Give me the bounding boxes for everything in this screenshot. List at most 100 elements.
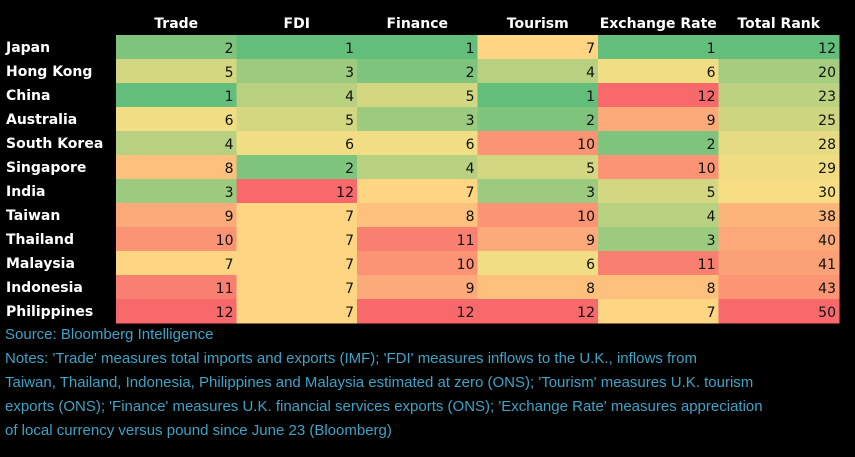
cell-philippines-tourism <box>477 299 599 324</box>
notes-line-1: Notes: 'Trade' measures total imports an… <box>5 350 697 367</box>
row-label-indonesia: Indonesia <box>6 280 83 296</box>
cell-value-malaysia-fdi: 7 <box>345 257 354 273</box>
cell-indonesia-total-rank <box>718 275 840 300</box>
cell-value-china-trade: 1 <box>225 89 234 105</box>
cell-india-exchange-rate <box>598 179 719 204</box>
cell-value-south-korea-exchange-rate: 2 <box>707 137 716 153</box>
cell-china-trade <box>116 83 237 108</box>
cell-value-singapore-exchange-rate: 10 <box>698 161 716 177</box>
cell-value-china-fdi: 4 <box>345 89 354 105</box>
cell-value-japan-exchange-rate: 1 <box>707 41 716 57</box>
cell-thailand-tourism <box>477 227 599 252</box>
cell-value-australia-finance: 3 <box>466 113 475 129</box>
cell-thailand-trade <box>116 227 237 252</box>
cell-singapore-finance <box>357 155 478 180</box>
cell-hong-kong-exchange-rate <box>598 59 719 84</box>
cell-value-thailand-trade: 10 <box>216 233 234 249</box>
cell-value-singapore-fdi: 2 <box>345 161 354 177</box>
column-header-exchange-rate: Exchange Rate <box>600 16 717 32</box>
cell-value-india-trade: 3 <box>225 185 234 201</box>
row-label-singapore: Singapore <box>6 160 86 176</box>
cell-value-japan-total-rank: 12 <box>818 41 836 57</box>
cell-value-indonesia-exchange-rate: 8 <box>707 281 716 297</box>
cell-value-taiwan-finance: 8 <box>466 209 475 225</box>
row-label-india: India <box>6 184 45 200</box>
cell-philippines-total-rank <box>718 299 840 324</box>
cell-australia-total-rank <box>718 107 840 132</box>
cell-indonesia-tourism <box>477 275 599 300</box>
cell-china-total-rank <box>718 83 840 108</box>
cell-philippines-exchange-rate <box>598 299 719 324</box>
cell-value-japan-fdi: 1 <box>345 41 354 57</box>
column-header-total-rank: Total Rank <box>737 16 820 32</box>
cell-value-hong-kong-finance: 2 <box>466 65 475 81</box>
cell-china-exchange-rate <box>598 83 719 108</box>
cell-south-korea-fdi <box>236 131 358 156</box>
cell-value-india-finance: 7 <box>466 185 475 201</box>
cell-taiwan-tourism <box>477 203 599 228</box>
cell-value-taiwan-trade: 9 <box>225 209 234 225</box>
cell-australia-finance <box>357 107 478 132</box>
cell-hong-kong-tourism <box>477 59 599 84</box>
cell-australia-fdi <box>236 107 358 132</box>
cell-value-philippines-tourism: 12 <box>577 305 595 321</box>
cell-malaysia-exchange-rate <box>598 251 719 276</box>
cell-australia-exchange-rate <box>598 107 719 132</box>
row-label-china: China <box>6 88 50 104</box>
row-label-australia: Australia <box>6 112 77 128</box>
cell-value-singapore-total-rank: 29 <box>818 161 836 177</box>
heatmap-table: Trade FDI Finance Tourism Exchange Rate Total… <box>5 16 840 324</box>
cell-south-korea-exchange-rate <box>598 131 719 156</box>
cell-value-india-total-rank: 30 <box>818 185 836 201</box>
cell-singapore-exchange-rate <box>598 155 719 180</box>
cell-value-south-korea-total-rank: 28 <box>818 137 836 153</box>
cell-indonesia-fdi <box>236 275 358 300</box>
cell-value-thailand-fdi: 7 <box>345 233 354 249</box>
cell-value-south-korea-tourism: 10 <box>577 137 595 153</box>
cell-japan-exchange-rate <box>598 35 719 60</box>
cell-value-taiwan-exchange-rate: 4 <box>707 209 716 225</box>
row-label-south-korea: South Korea <box>6 136 103 152</box>
cell-taiwan-finance <box>357 203 478 228</box>
cell-value-hong-kong-trade: 5 <box>225 65 234 81</box>
cell-value-philippines-total-rank: 50 <box>818 305 836 321</box>
cell-malaysia-total-rank <box>718 251 840 276</box>
notes-line-3: exports (ONS); 'Finance' measures U.K. f… <box>5 398 763 415</box>
cell-south-korea-trade <box>116 131 237 156</box>
cell-value-indonesia-total-rank: 43 <box>818 281 836 297</box>
notes-line-2: Taiwan, Thailand, Indonesia, Philippines… <box>5 374 754 391</box>
cell-thailand-exchange-rate <box>598 227 719 252</box>
cell-india-fdi <box>236 179 358 204</box>
cell-hong-kong-total-rank <box>718 59 840 84</box>
cell-hong-kong-trade <box>116 59 237 84</box>
cell-south-korea-total-rank <box>718 131 840 156</box>
cell-value-indonesia-tourism: 8 <box>586 281 595 297</box>
cell-hong-kong-fdi <box>236 59 358 84</box>
cell-singapore-tourism <box>477 155 599 180</box>
cell-indonesia-finance <box>357 275 478 300</box>
cell-singapore-trade <box>116 155 237 180</box>
cell-value-japan-tourism: 7 <box>586 41 595 57</box>
cell-philippines-trade <box>116 299 237 324</box>
cell-value-australia-fdi: 5 <box>345 113 354 129</box>
cell-value-indonesia-finance: 9 <box>466 281 475 297</box>
cell-japan-trade <box>116 35 237 60</box>
cell-taiwan-fdi <box>236 203 358 228</box>
cell-taiwan-trade <box>116 203 237 228</box>
row-label-philippines: Philippines <box>6 304 93 320</box>
cell-thailand-total-rank <box>718 227 840 252</box>
cell-value-philippines-exchange-rate: 7 <box>707 305 716 321</box>
cell-thailand-finance <box>357 227 478 252</box>
cell-value-australia-trade: 6 <box>225 113 234 129</box>
cell-value-hong-kong-exchange-rate: 6 <box>707 65 716 81</box>
cell-value-singapore-trade: 8 <box>225 161 234 177</box>
cell-value-indonesia-fdi: 7 <box>345 281 354 297</box>
cell-malaysia-fdi <box>236 251 358 276</box>
cell-taiwan-total-rank <box>718 203 840 228</box>
cell-taiwan-exchange-rate <box>598 203 719 228</box>
cell-indonesia-trade <box>116 275 237 300</box>
cell-value-indonesia-trade: 11 <box>216 281 234 297</box>
cell-india-trade <box>116 179 237 204</box>
cell-value-singapore-tourism: 5 <box>586 161 595 177</box>
cell-value-india-tourism: 3 <box>586 185 595 201</box>
